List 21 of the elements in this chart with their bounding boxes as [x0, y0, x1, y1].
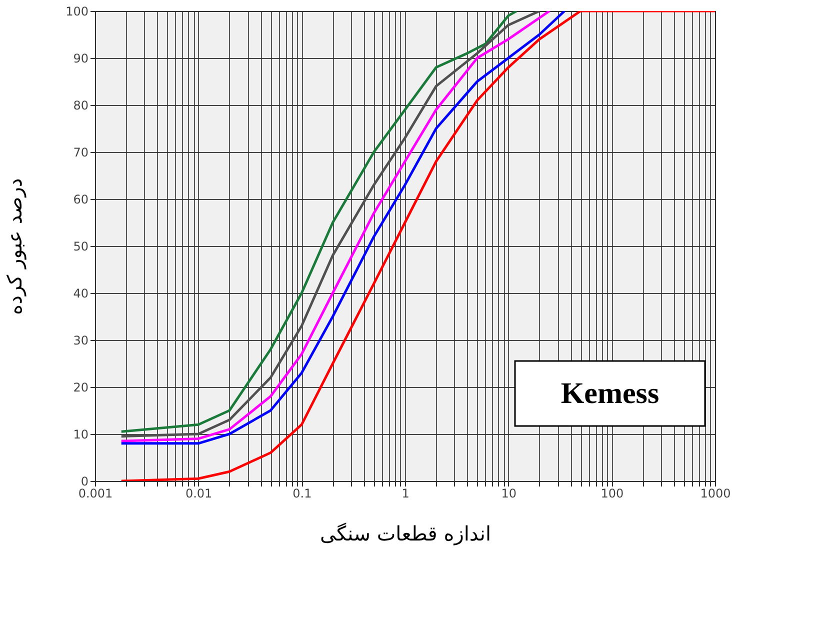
x-tick-label: 10: [501, 486, 516, 500]
x-tick-label: 1: [402, 486, 410, 500]
y-tick-label: 40: [73, 286, 88, 300]
y-tick-label: 0: [80, 474, 88, 488]
y-tick-label: 70: [73, 146, 88, 160]
y-tick-label: 20: [73, 380, 88, 394]
y-tick-label: 90: [73, 52, 88, 66]
y-tick-label: 60: [73, 192, 88, 206]
x-tick-label: 1000: [700, 486, 731, 500]
x-tick-label: 0.01: [185, 486, 212, 500]
y-tick-label: 30: [73, 334, 88, 348]
y-axis-title: درصد عبور کرده: [2, 178, 27, 315]
y-tick-label: 50: [73, 240, 88, 254]
x-tick-label: 0.1: [292, 486, 312, 500]
y-tick-label: 100: [66, 4, 88, 18]
x-tick-label: 100: [600, 486, 624, 500]
x-tick-label: 0.001: [78, 486, 113, 500]
y-tick-label: 10: [73, 428, 88, 442]
y-tick-label: 80: [73, 98, 88, 112]
annotation: Kemess: [560, 377, 660, 410]
x-axis-title: اندازه قطعات سنگی: [320, 522, 492, 546]
